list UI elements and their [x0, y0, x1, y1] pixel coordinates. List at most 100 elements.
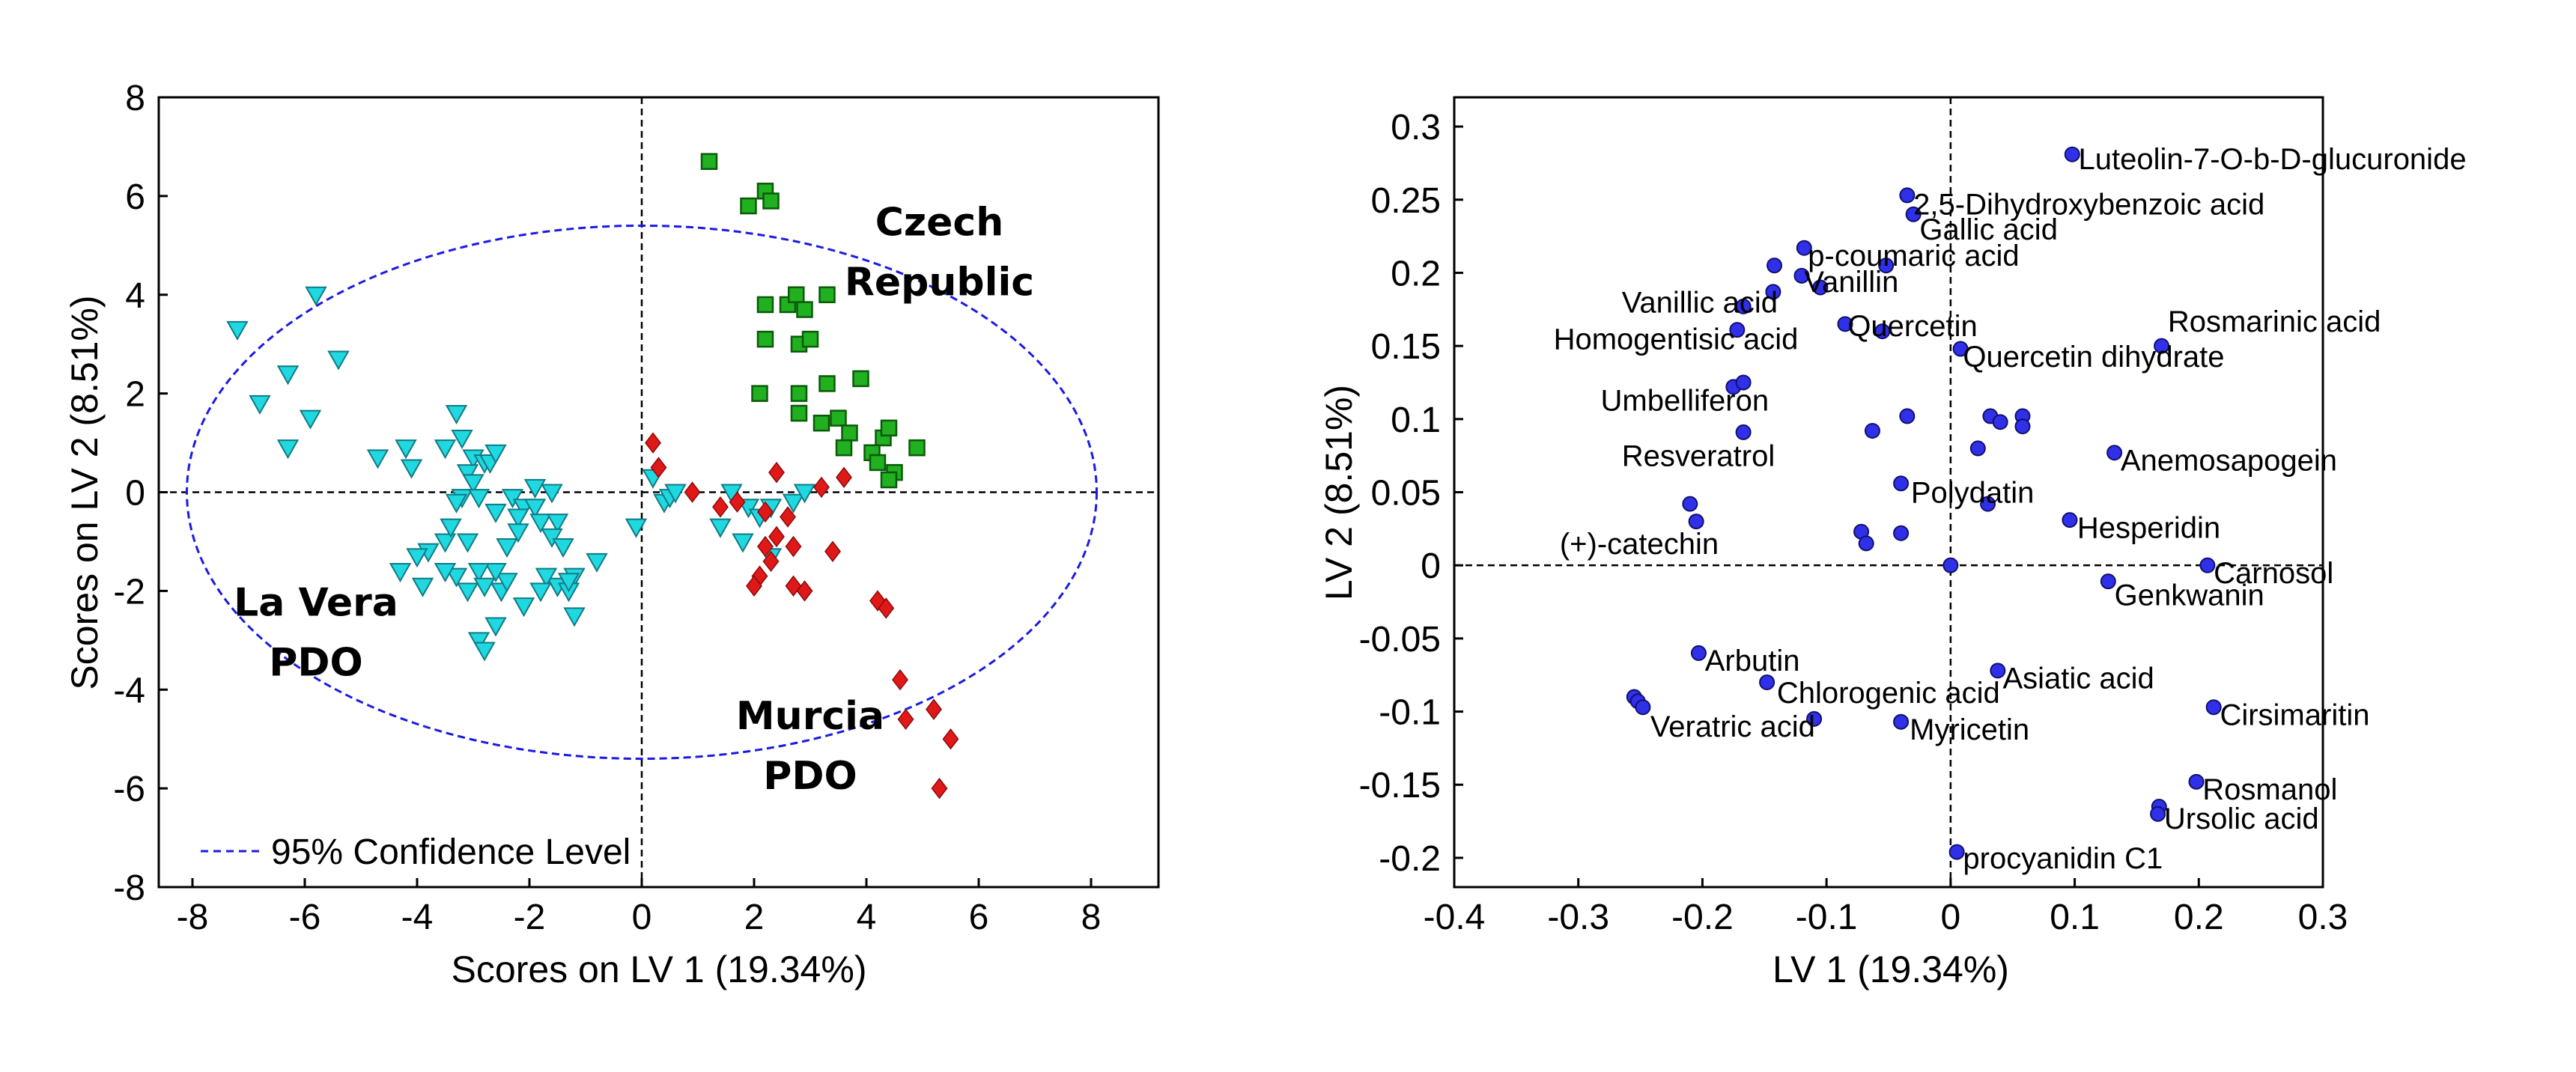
loading-point — [1942, 557, 1959, 573]
la-vera-pdo-point — [523, 499, 547, 519]
la-vera-pdo-point — [456, 464, 479, 484]
loading-point-label: Quercetin — [1847, 310, 1977, 343]
loading-point — [1682, 496, 1698, 512]
loading-point — [1690, 645, 1707, 661]
loading-point — [1893, 713, 1910, 730]
loading-point — [1793, 267, 1810, 284]
la-vera-pdo-point — [523, 478, 547, 499]
group-label-line: PDO — [269, 640, 362, 685]
loadings-plot-y-tick-label: 0.1 — [1391, 401, 1441, 440]
murcia-pdo-point — [878, 597, 895, 619]
czech-republic-point — [796, 301, 813, 318]
la-vera-pdo-point — [276, 439, 300, 460]
loading-point — [1735, 424, 1752, 440]
czech-republic-point — [756, 296, 774, 314]
murcia-pdo-point — [931, 777, 948, 800]
la-vera-pdo-point — [456, 582, 479, 603]
czech-republic-point — [790, 404, 808, 422]
czech-republic-point — [908, 439, 926, 457]
murcia-pdo-point — [762, 550, 780, 573]
murcia-pdo-point — [796, 580, 813, 602]
la-vera-pdo-point — [434, 533, 457, 553]
loading-point — [1899, 408, 1916, 424]
loading-point — [1812, 279, 1829, 296]
czech-republic-point — [818, 286, 836, 303]
scores-plot-y-tick-label: 0 — [125, 474, 145, 514]
czech-republic-point — [790, 385, 808, 402]
group-label-line: La Vera — [234, 580, 398, 625]
loading-point — [2150, 805, 2166, 822]
loading-point — [1837, 316, 1853, 332]
loading-point-label: Carnosol — [2214, 557, 2333, 590]
loading-point-label: Resveratrol — [1622, 440, 1775, 473]
la-vera-pdo-point — [299, 409, 322, 430]
loading-point — [1990, 663, 2006, 679]
group-label: Czech Republic — [845, 201, 1034, 305]
la-vera-pdo-point — [732, 533, 754, 553]
murcia-pdo-point — [785, 535, 802, 558]
loadings-plot-y-tick-label: 0.2 — [1391, 254, 1441, 293]
loading-point-label: Gallic acid — [1919, 213, 2058, 246]
loading-point — [1992, 414, 2008, 430]
la-vera-pdo-point — [529, 514, 552, 534]
loading-point — [2062, 512, 2078, 529]
czech-republic-point — [818, 375, 836, 392]
loadings-point-labels: Luteolin-7-O-b-D-glucuronide 2,5-Dihydrox… — [1554, 143, 2467, 875]
scores-plot-x-tick-label: -2 — [514, 898, 546, 937]
loading-point — [1864, 422, 1880, 439]
group-label-line: Murcia — [736, 694, 884, 739]
loading-point-label: Polydatin — [1911, 477, 2035, 510]
loading-point — [1905, 206, 1922, 222]
la-vera-pdo-point — [563, 607, 586, 627]
czech-republic-point — [835, 439, 853, 457]
la-vera-pdo-point — [366, 449, 389, 469]
loadings-plot-y-label: LV 2 (8.51%) — [1318, 385, 1360, 600]
loading-point-label: Myricetin — [1910, 713, 2029, 746]
loading-point — [1688, 514, 1704, 530]
scores-plot-y-tick-label: -8 — [113, 868, 145, 908]
la-vera-pdo-point — [440, 518, 462, 538]
scores-plot-ticks: -8 -6 -4 -2 0 2 4 6 8 8 6 4 2 0 -2 -4 -6 -8 — [113, 79, 1101, 937]
loading-point — [1729, 322, 1746, 338]
loadings-plot-y-tick-label: -0.1 — [1379, 693, 1441, 733]
loadings-plot-y-tick-label: 0.05 — [1371, 474, 1441, 514]
scores-plot-y-tick-label: -4 — [113, 671, 145, 710]
loadings-plot-x-tick-label: -0.4 — [1424, 898, 1486, 937]
la-vera-pdo-point — [484, 563, 507, 583]
loading-point-label: p-coumaric acid — [1808, 240, 2019, 272]
la-vera-pdo-point — [406, 548, 428, 568]
la-vera-pdo-point — [507, 508, 529, 529]
murcia-pdo-point — [892, 669, 908, 691]
loading-point-label: Rosmarinic acid — [2168, 305, 2381, 338]
la-vera-pdo-point — [625, 518, 648, 538]
la-vera-pdo-point — [782, 493, 805, 514]
loadings-plot-x-tick-label: 0 — [1941, 898, 1961, 937]
loading-point — [2064, 146, 2080, 162]
la-vera-pdo-point — [709, 518, 732, 538]
loadings-plot-x-tick-label: 0.2 — [2174, 898, 2224, 937]
loading-point-label: Asiatic acid — [2002, 663, 2154, 695]
la-vera-pdo-point — [445, 405, 468, 425]
czech-republic-point — [740, 197, 757, 215]
group-label: Murcia PDO — [736, 694, 884, 799]
murcia-pdo-point — [768, 461, 785, 484]
murcia-pdo-point — [757, 535, 774, 558]
scores-plot-x-tick-label: 4 — [857, 898, 877, 937]
la-vera-pdo-point — [586, 552, 608, 573]
czech-republic-point — [700, 153, 718, 170]
loading-point — [1858, 535, 1874, 552]
scores-plot-marks — [159, 97, 1158, 887]
loadings-plot-x-tick-label: -0.1 — [1796, 898, 1858, 937]
czech-republic-point — [830, 409, 847, 427]
la-vera-pdo-point — [484, 444, 507, 464]
loading-point — [1767, 258, 1783, 274]
la-vera-pdo-point — [496, 573, 518, 593]
scores-plot-y-tick-label: -2 — [113, 572, 145, 612]
loadings-plot-x-tick-label: -0.2 — [1671, 898, 1734, 937]
loadings-plot-y-tick-label: -0.2 — [1379, 839, 1441, 879]
scores-plot: -8 -6 -4 -2 0 2 4 6 8 8 6 4 2 0 -2 -4 -6 -8 Czech Republic… — [64, 79, 1160, 990]
loading-point — [2106, 445, 2123, 461]
czech-republic-point — [880, 471, 898, 489]
loadings-plot-x-tick-label: 0.1 — [2050, 898, 2100, 937]
